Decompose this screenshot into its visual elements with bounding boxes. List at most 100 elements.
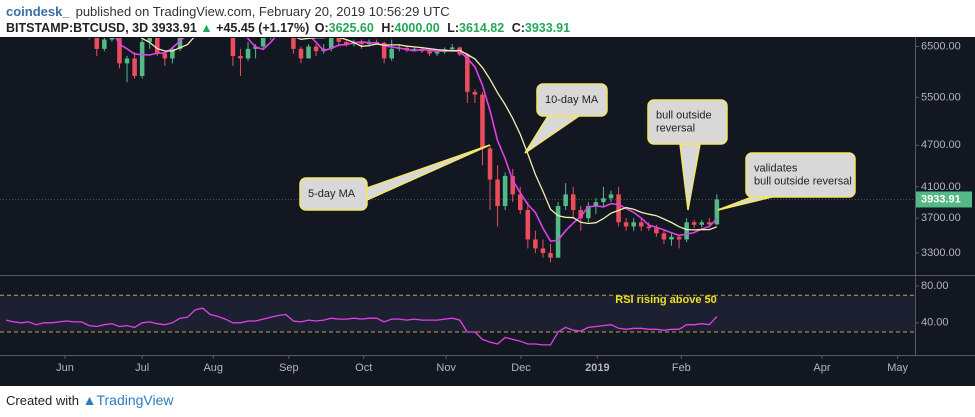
candle-body [449, 47, 455, 50]
candle-body [117, 38, 122, 64]
candle-body [109, 38, 115, 40]
rsi-pane [0, 294, 915, 346]
chart-background [0, 37, 975, 386]
callout-text: bull outside [656, 109, 712, 121]
candle-body [654, 228, 659, 234]
candle-body [646, 226, 652, 229]
candle-body [359, 41, 364, 45]
open: 3625.60 [328, 21, 374, 35]
candle-body [132, 58, 137, 76]
candle-body [147, 38, 152, 42]
high: 4000.00 [394, 21, 440, 35]
footer-text: Created with [6, 393, 79, 408]
candle-body [540, 248, 546, 253]
callout-box [299, 177, 368, 211]
candle-body [487, 148, 493, 180]
callout-text: validates [754, 162, 798, 174]
published: published on TradingView.com, February 2… [75, 4, 450, 19]
candle-body [608, 194, 614, 199]
y-tick-label: 3700.00 [921, 212, 961, 224]
y-tick-label: 3300.00 [921, 247, 961, 259]
candle-body [412, 48, 417, 51]
candle-body [707, 222, 712, 225]
x-tick-label: Sep [279, 362, 299, 374]
rsi-line [5, 307, 718, 346]
candle-body [555, 206, 561, 258]
candle-body [313, 46, 319, 52]
candle-body [124, 58, 130, 64]
candle-body [434, 52, 440, 54]
candle-body [139, 41, 145, 76]
chart: 6500.00 5500.00 4700.00 4100.00 3700.00 3300.… [0, 37, 975, 386]
candle-body [578, 210, 584, 219]
candle-body [480, 94, 485, 149]
candle-body [517, 194, 523, 211]
brand: ▲TradingView [82, 392, 174, 408]
arrow: ▲ [200, 21, 213, 35]
candle-body [601, 198, 606, 203]
brand-name: TradingView [96, 392, 174, 408]
symbol-line: BITSTAMP:BTCUSD, 3D 3933.91 ▲ +45.45 (+1… [6, 21, 574, 35]
candle-body [238, 56, 243, 59]
y-tick-label: 4100.00 [921, 181, 961, 193]
candle-body [328, 38, 334, 49]
candle-body [260, 38, 266, 47]
low-label: L: [447, 21, 460, 35]
candle-body [586, 206, 591, 219]
x-tick-label: Aug [203, 362, 223, 374]
moving-average [140, 38, 718, 231]
candle-body [525, 210, 531, 240]
footer: Created with ▲TradingView [6, 392, 174, 408]
candle-body [623, 222, 629, 227]
candle-body [502, 175, 508, 207]
candle-body [306, 46, 311, 59]
callout-box [536, 83, 608, 117]
callout-text: bull outside reversal [754, 175, 852, 187]
x-tick-label: Apr [813, 362, 830, 374]
candle-body [94, 38, 100, 49]
candle-body [170, 48, 175, 59]
rsi-note: RSI rising above 50 [615, 294, 716, 306]
candle-body [669, 236, 674, 240]
callout-box [745, 152, 856, 198]
candle-body [684, 222, 689, 240]
last: 3933.91 [151, 21, 197, 35]
candle-body [230, 38, 236, 57]
candle-body [510, 175, 515, 195]
last-price-label: 3933.91 [921, 193, 961, 205]
x-tick-label: Jul [135, 362, 149, 374]
low: 3614.82 [459, 21, 505, 35]
x-tick-label: 2019 [585, 362, 609, 374]
rsi-tick-label: 80.00 [921, 280, 949, 292]
candle-body [638, 222, 644, 227]
candle-body [465, 54, 470, 92]
candle-body [661, 233, 667, 240]
candle-body [616, 194, 621, 223]
publisher: coindesk_ [6, 4, 70, 19]
candle-body [427, 51, 432, 54]
y-tick-label: 4700.00 [921, 139, 961, 151]
candle-body [714, 199, 720, 225]
callout-text: 10-day MA [545, 94, 599, 106]
candle-body [298, 48, 304, 59]
moving-average [115, 38, 718, 243]
x-tick-label: Feb [672, 362, 691, 374]
candle-body [563, 194, 568, 207]
candle-body [699, 222, 705, 225]
candle-body [162, 53, 168, 59]
candle-body [344, 41, 349, 45]
candle-body [381, 42, 387, 59]
close-label: C: [511, 21, 525, 35]
candle-body [177, 38, 183, 49]
candle-body [336, 38, 342, 42]
candle-body [291, 38, 296, 49]
rsi-band-fill [0, 295, 915, 333]
rsi-tick-label: 40.00 [921, 317, 949, 329]
close: 3933.91 [524, 21, 571, 35]
open-label: O: [314, 21, 329, 35]
last-price-tag [916, 191, 972, 208]
candle-body [472, 91, 478, 95]
callout-text: reversal [656, 122, 695, 134]
candle-body [631, 222, 636, 227]
